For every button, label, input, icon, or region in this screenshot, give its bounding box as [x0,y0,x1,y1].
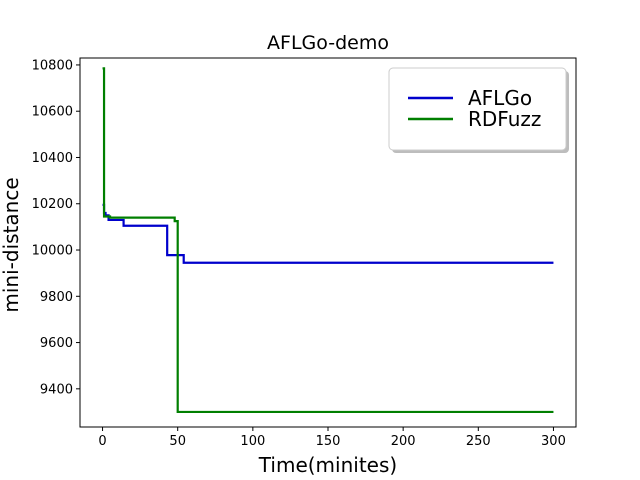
x-tick-label: 0 [98,434,106,449]
y-tick-label: 10200 [32,197,73,212]
y-tick-label: 10800 [32,58,73,73]
legend-label-aflgo: AFLGo [468,86,532,110]
x-tick-label: 300 [541,434,566,449]
y-tick-label: 9600 [40,336,73,351]
y-axis-label: mini-distance [0,177,23,312]
x-tick-label: 50 [169,434,186,449]
y-tick-label: 9400 [40,382,73,397]
y-axis: 9400 9600 9800 10000 10200 10400 10600 10800 [32,58,80,397]
series-line-aflgo [102,203,554,264]
chart-title: AFLGo-demo [267,32,389,54]
x-tick-label: 200 [391,434,416,449]
legend-label-rdfuzz: RDFuzz [468,107,541,131]
y-tick-label: 10600 [32,105,73,120]
x-tick-label: 150 [316,434,341,449]
series-line-rdfuzz [102,67,554,414]
y-tick-label: 10400 [32,151,73,166]
y-tick-label: 10000 [32,244,73,259]
x-axis: 0 50 100 150 200 250 300 [98,427,566,449]
y-tick-label: 9800 [40,290,73,305]
x-axis-label: Time(minites) [258,453,397,477]
legend-box [388,67,567,151]
x-tick-label: 250 [466,434,491,449]
x-tick-label: 100 [240,434,265,449]
